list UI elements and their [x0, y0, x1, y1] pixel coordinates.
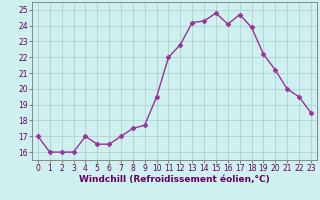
X-axis label: Windchill (Refroidissement éolien,°C): Windchill (Refroidissement éolien,°C) [79, 175, 270, 184]
